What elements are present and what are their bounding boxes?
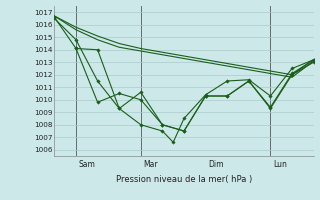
Text: Sam: Sam <box>79 160 96 169</box>
Text: Lun: Lun <box>273 160 287 169</box>
Text: Mar: Mar <box>143 160 158 169</box>
Text: Dim: Dim <box>208 160 224 169</box>
X-axis label: Pression niveau de la mer( hPa ): Pression niveau de la mer( hPa ) <box>116 175 252 184</box>
